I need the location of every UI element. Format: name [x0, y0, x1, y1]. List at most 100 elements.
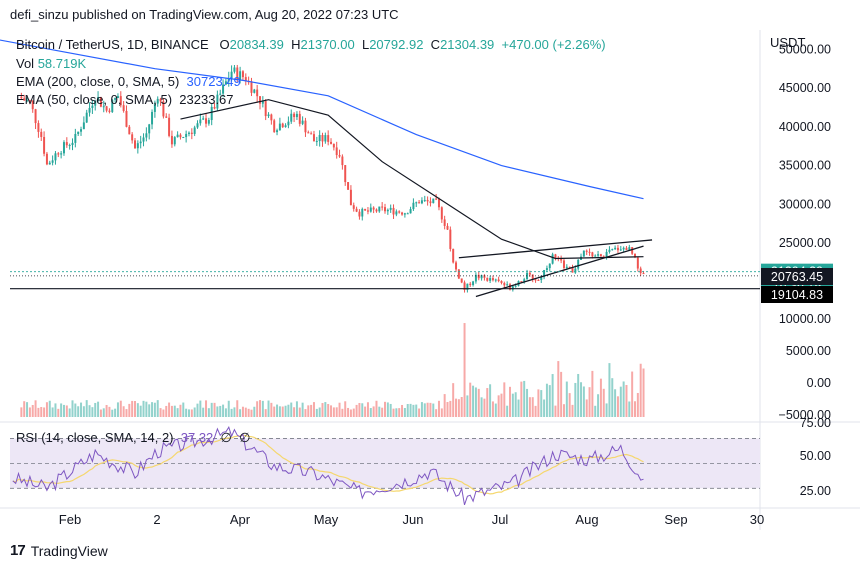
level-2-badge: [761, 286, 833, 303]
volume-bar: [364, 406, 367, 417]
volume-bar: [548, 385, 551, 417]
symbol-name[interactable]: Bitcoin / TetherUS, 1D, BINANCE: [16, 37, 209, 52]
legend-symbol-row: Bitcoin / TetherUS, 1D, BINANCE O20834.3…: [16, 37, 606, 52]
candle-body: [344, 165, 347, 183]
volume-bar: [310, 404, 313, 417]
volume-bar: [636, 392, 639, 417]
legend-rsi-row[interactable]: RSI (14, close, SMA, 14, 2) 37.32 ∅ ∅: [16, 430, 251, 445]
candle-body: [102, 106, 105, 108]
volume-bar: [202, 407, 205, 417]
candle-body: [636, 257, 639, 269]
candle-body: [105, 106, 108, 111]
volume-bar: [122, 406, 125, 417]
candle-body: [224, 81, 227, 85]
legend-volume-row[interactable]: Vol 58.719K: [16, 56, 87, 71]
volume-bar: [494, 403, 497, 417]
candle-body: [31, 100, 34, 110]
volume-bar: [588, 387, 591, 417]
time-axis-label: Apr: [230, 512, 251, 527]
tradingview-footer[interactable]: 17 TradingView: [10, 542, 108, 559]
rsi-ma-line: [12, 434, 644, 495]
candle-body: [216, 94, 219, 109]
volume-bar: [193, 407, 196, 417]
time-axis-label: Feb: [59, 512, 81, 527]
legend-ema200-row[interactable]: EMA (200, close, 0, SMA, 5) 30723.49: [16, 74, 241, 89]
candle-body: [259, 96, 261, 104]
publisher-line: defi_sinzu published on TradingView.com,…: [10, 7, 399, 22]
volume-bar: [207, 408, 210, 417]
candle-body: [244, 77, 247, 82]
candle-body: [111, 99, 114, 112]
volume-bar: [125, 409, 128, 417]
candle-body: [321, 135, 324, 142]
candle-body: [349, 189, 352, 206]
volume-bar: [531, 397, 534, 417]
candle-body: [20, 96, 23, 99]
volume-bar: [534, 405, 537, 417]
volume-bar: [236, 400, 239, 417]
candle-body: [318, 135, 321, 142]
volume-bar: [327, 403, 330, 417]
candle-body: [179, 134, 182, 138]
volume-bar: [85, 400, 88, 417]
volume-bar: [597, 394, 600, 417]
volume-bar: [401, 404, 404, 417]
candle-body: [213, 106, 216, 109]
candle-body: [506, 284, 509, 286]
volume-bar: [435, 409, 438, 417]
volume-bar: [616, 396, 619, 417]
volume-bar: [187, 409, 190, 417]
volume-bar: [43, 407, 46, 417]
legend-ema50-row[interactable]: EMA (50, close, 0, SMA, 5) 23233.67: [16, 92, 234, 107]
level-1-badge: [761, 268, 833, 285]
volume-bar: [426, 402, 429, 417]
price-tick-label: 25000.00: [779, 236, 831, 250]
time-axis-label: Aug: [575, 512, 598, 527]
candle-body: [134, 140, 136, 149]
candle-body: [509, 284, 511, 290]
price-tick-label: 50000.00: [779, 42, 831, 56]
time-axis-label: May: [314, 512, 339, 527]
candle-body: [352, 205, 355, 209]
volume-bar: [261, 400, 264, 417]
candle-body: [562, 260, 565, 268]
volume-tick-label: −5000.00: [779, 408, 832, 422]
candle-body: [153, 103, 156, 112]
volume-bar: [134, 401, 136, 417]
volume-bar: [412, 404, 415, 417]
candle-body: [233, 67, 236, 72]
candle-body: [622, 247, 625, 250]
candle-body: [500, 281, 503, 284]
candle-body: [440, 207, 443, 220]
volume-bar: [378, 406, 381, 417]
volume-bar: [577, 373, 580, 417]
candle-body: [65, 142, 68, 146]
candle-body: [401, 212, 404, 215]
volume-bar: [88, 405, 91, 417]
volume-bar: [520, 381, 523, 417]
volume-bar: [523, 380, 526, 417]
candle-body: [185, 133, 188, 138]
candle-body: [452, 248, 455, 263]
candle-body: [420, 200, 423, 204]
volume-bar: [565, 381, 568, 417]
candle-body: [594, 255, 597, 257]
candle-body: [170, 135, 173, 145]
volume-bar: [483, 398, 486, 417]
candle-body: [193, 127, 196, 134]
volume-bar: [293, 407, 296, 417]
volume-bar: [91, 407, 94, 417]
volume-bar: [554, 405, 557, 417]
candle-body: [591, 252, 594, 257]
volume-bar: [287, 404, 290, 417]
candle-body: [494, 279, 497, 281]
volume-bar: [440, 408, 443, 417]
volume-bar: [605, 403, 608, 417]
volume-bar: [210, 402, 213, 417]
volume-bar: [347, 407, 350, 417]
candle-body: [131, 134, 134, 141]
volume-bar: [23, 401, 26, 417]
candle-body: [205, 118, 208, 124]
volume-bar: [526, 388, 529, 417]
